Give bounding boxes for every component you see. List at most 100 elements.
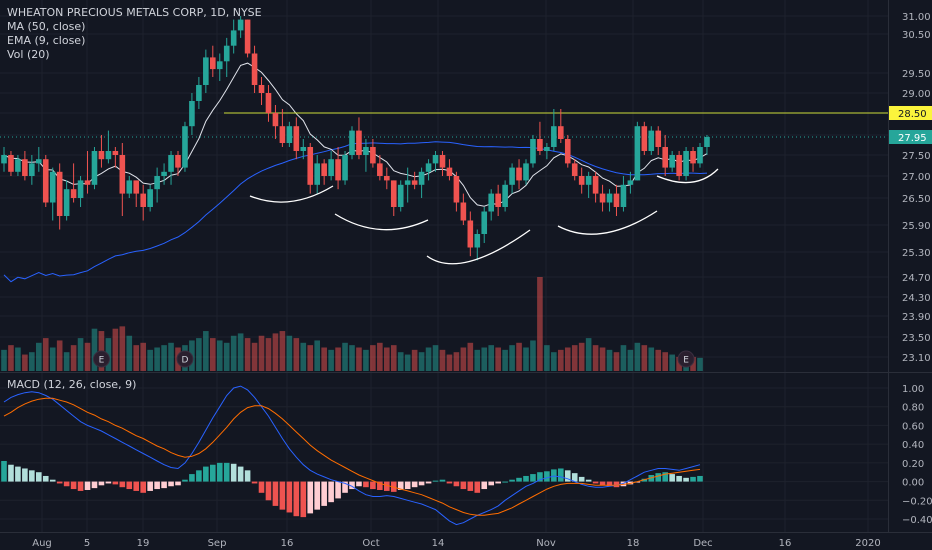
drawn-curve [656,168,719,184]
drawn-curve [334,213,429,231]
price-tick-label: 23.50 [902,333,931,344]
candle-body [530,139,536,164]
candle-body [140,193,146,207]
drawn-curve [426,229,531,265]
volume-bar [551,352,557,371]
macd-histogram-bar [537,472,543,482]
volume-bar [384,347,390,371]
candle-body [223,45,230,62]
volume-bar [286,335,293,371]
candle-body [655,130,662,147]
volume-bar [230,335,237,371]
ma50-line [3,141,708,283]
candle-body [272,113,279,127]
candle-body [133,180,140,194]
volume-bar [49,347,56,371]
macd-histogram-bar [237,466,244,482]
candle-body [571,163,578,176]
macd-histogram-bar [384,481,390,491]
volume-bar [530,340,536,371]
candle-body [384,176,390,181]
volume-bar [147,349,153,371]
candle-body [279,126,286,143]
candle-body [154,176,160,190]
volume-bar [307,345,314,371]
macd-tick-label: 1.00 [902,384,924,395]
time-tick-label: Dec [693,538,712,549]
candle-body [15,159,21,172]
macd-histogram-bar [432,480,439,482]
volume-bar [8,345,14,371]
macd-histogram-bar [286,481,293,513]
candle-body [8,155,14,172]
macd-histogram-bar [265,481,272,501]
volume-bar [356,347,362,371]
drawn-curve [557,210,658,235]
macd-histogram-bar [453,481,460,487]
volume-bar [154,347,160,371]
price-tick-label: 23.10 [902,353,931,364]
candle-body [370,147,376,164]
candle-body [175,155,181,168]
candle-body [662,147,668,168]
volume-bar [335,347,341,371]
candle-body [349,130,355,155]
volume-bar [439,349,446,371]
candle-body [390,180,397,207]
candle-body [585,176,592,185]
candle-body [307,147,314,185]
candle-body [77,180,84,198]
candle-body [196,85,202,101]
macd-histogram-bar [8,464,14,482]
candle-body [613,193,620,207]
candle-body [182,126,188,168]
candle-body [168,155,174,172]
candle-body [669,155,675,168]
price-tick-label: 27.00 [902,172,931,183]
macd-histogram-bar [328,481,334,503]
candle-body [460,202,467,221]
macd-histogram-bar [349,481,355,490]
volume-bar [56,340,63,371]
macd-tick-label: 0.80 [902,403,924,414]
volume-bar [425,347,432,371]
macd-histogram-bar [126,481,133,490]
macd-histogram-bar [210,464,216,482]
volume-bar [669,354,675,371]
volume-bar [133,345,140,371]
candle-body [648,130,655,151]
volume-bar [606,349,613,371]
macd-histogram-bar [495,481,501,484]
candle-body [91,151,98,185]
volume-bar [15,347,21,371]
chart-legend: WHEATON PRECIOUS METALS CORP, 1D, NYSE M… [7,6,262,62]
time-tick-label: Oct [362,538,379,549]
volume-bar [544,345,550,371]
volume-bar [126,335,133,371]
volume-bar [404,354,411,371]
volume-bar [474,349,481,371]
volume-bar [342,342,348,371]
macd-histogram-bar [168,481,174,487]
candle-body [29,163,35,176]
macd-histogram-bar [460,481,467,490]
volume-bar [293,338,300,371]
macd-histogram-bar [147,481,153,491]
candle-body [286,126,293,143]
candle-body [300,147,307,151]
price-tick-label: 24.30 [902,293,931,304]
event-label: D [181,356,188,366]
candle-body [203,57,209,85]
volume-bar [84,342,91,371]
price-tag-label: 28.50 [898,109,927,120]
candle-body [620,184,627,207]
macd-histogram-bar [63,481,70,487]
time-tick-label: Aug [32,538,52,549]
candle-body [210,57,216,70]
macd-histogram-bar [397,481,404,490]
macd-tick-label: 0.40 [902,440,924,451]
macd-histogram-bar [216,462,223,482]
candle-body [599,193,606,203]
macd-histogram-bar [140,481,146,493]
